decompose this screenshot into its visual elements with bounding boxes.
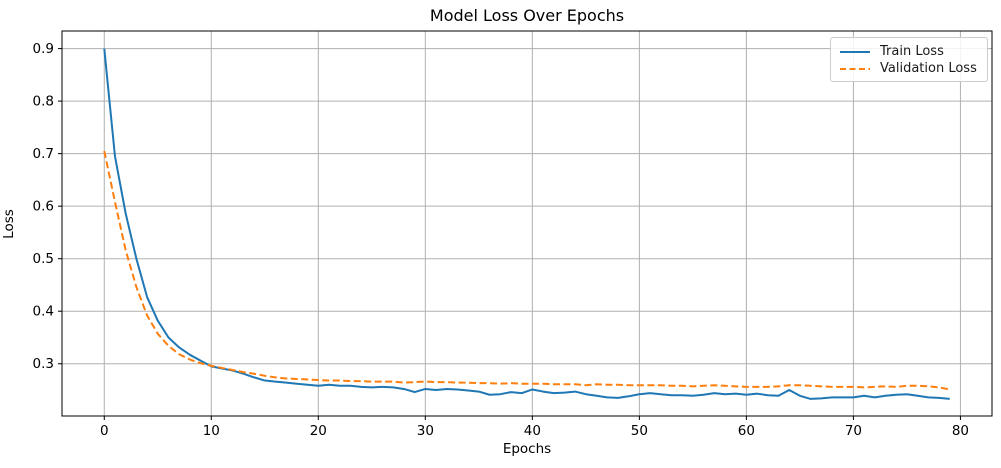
train-loss-line	[103, 48, 950, 400]
y-axis-label: Loss	[1, 209, 17, 239]
x-tick-label: 20	[310, 423, 327, 439]
y-tick-label: 0.9	[33, 41, 54, 57]
ticks-layer: 0 10 20 30 40 50 60 70 80 0.3 0.4 0.5 0.6 0.7 0.8 0.9	[33, 41, 970, 439]
grid-layer	[62, 31, 992, 416]
x-tick-label: 60	[738, 423, 755, 439]
validation-loss-line	[103, 150, 950, 391]
x-tick-label: 0	[100, 423, 109, 439]
series-layer	[103, 48, 950, 400]
x-tick-label: 10	[203, 423, 220, 439]
y-tick-label: 0.4	[33, 304, 54, 320]
legend-label-train-loss: Train Loss	[880, 44, 944, 59]
legend-label-validation-loss: Validation Loss	[880, 61, 977, 76]
x-tick-label: 40	[524, 423, 541, 439]
legend: Train Loss Validation Loss	[830, 37, 988, 82]
y-tick-label: 0.5	[33, 251, 54, 267]
validation-loss-line-sample	[840, 67, 870, 70]
x-tick-label: 30	[417, 423, 434, 439]
y-tick-label: 0.7	[33, 146, 54, 162]
y-tick-label: 0.6	[33, 199, 54, 215]
x-tick-label: 80	[952, 423, 969, 439]
train-loss-line-sample	[840, 50, 870, 53]
x-tick-label: 70	[845, 423, 862, 439]
x-tick-label: 50	[631, 423, 648, 439]
legend-item-validation-loss: Validation Loss	[839, 60, 979, 77]
axes-spines	[61, 30, 993, 417]
chart-title: Model Loss Over Epochs	[429, 6, 625, 25]
y-tick-label: 0.3	[33, 356, 54, 372]
x-axis-label: Epochs	[502, 441, 552, 457]
y-tick-label: 0.8	[33, 94, 54, 110]
legend-item-train-loss: Train Loss	[839, 43, 979, 60]
